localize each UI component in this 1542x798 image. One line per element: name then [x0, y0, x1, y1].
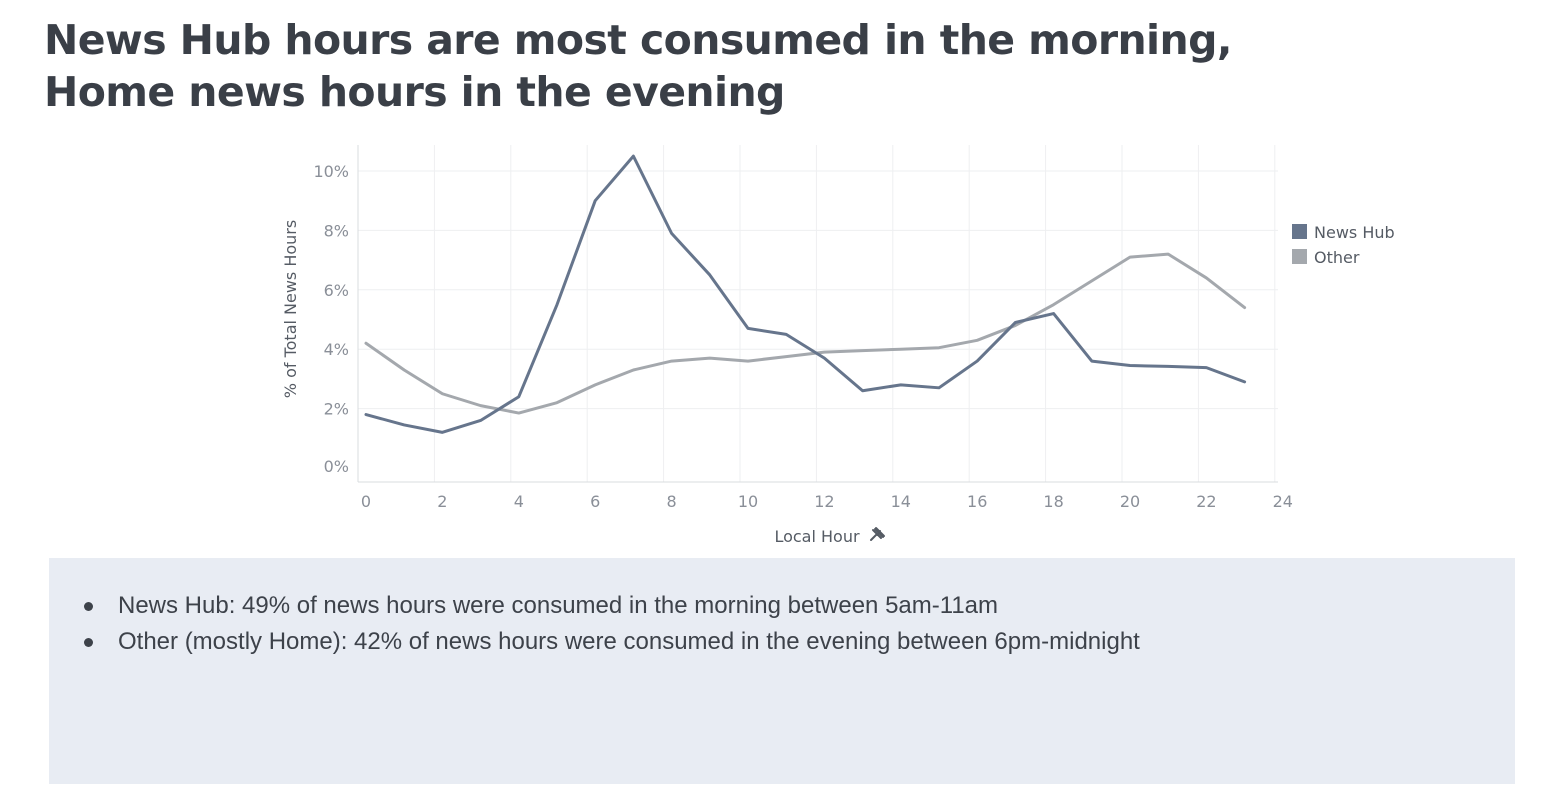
x-tick-label: 12: [814, 492, 834, 511]
grid: [357, 145, 1278, 482]
x-tick-label: 8: [667, 492, 677, 511]
note-text: Other (mostly Home): 42% of news hours w…: [118, 628, 1140, 655]
y-axis-title: % of Total News Hours: [281, 220, 300, 398]
headline-line-1: News Hub hours are most consumed in the …: [44, 16, 1232, 64]
headline-line-2: Home news hours in the evening: [44, 68, 785, 116]
note-text: News Hub: 49% of news hours were consume…: [118, 592, 999, 619]
legend-label-other[interactable]: Other: [1314, 248, 1360, 267]
x-tick-label: 6: [590, 492, 600, 511]
x-tick-label: 16: [967, 492, 987, 511]
notes-panel: News Hub: 49% of news hours were consume…: [49, 558, 1515, 784]
headline: News Hub hours are most consumed in the …: [44, 14, 1232, 118]
x-tick-label: 14: [891, 492, 911, 511]
x-tick-label: 4: [514, 492, 524, 511]
note-item: Other (mostly Home): 42% of news hours w…: [49, 624, 1140, 660]
bullet-icon: [84, 602, 93, 611]
x-tick-label: 2: [437, 492, 447, 511]
x-axis-title: Local Hour: [774, 527, 860, 546]
bullet-icon: [84, 638, 93, 647]
pin-icon[interactable]: [870, 527, 885, 541]
series-line-news-hub: [364, 154, 1247, 434]
y-tick-label: 8%: [324, 221, 349, 240]
x-tick-label: 10: [738, 492, 758, 511]
note-item: News Hub: 49% of news hours were consume…: [49, 588, 1140, 624]
legend-label-news-hub[interactable]: News Hub: [1314, 223, 1395, 242]
legend-swatch-news-hub[interactable]: [1292, 224, 1307, 239]
series-line-other: [364, 252, 1247, 415]
y-tick-label: 4%: [324, 340, 349, 359]
legend-swatch-other[interactable]: [1292, 249, 1307, 264]
axes: 0%2%4%6%8%10%0 2 4 6 8 10 12 14 16 18 20 22 24: [313, 145, 1293, 511]
x-tick-label: 18: [1043, 492, 1063, 511]
series: [364, 154, 1247, 434]
y-tick-label: 0%: [324, 457, 349, 476]
y-tick-label: 6%: [324, 281, 349, 300]
legend[interactable]: News Hub Other: [1292, 223, 1395, 267]
notes-list: News Hub: 49% of news hours were consume…: [49, 588, 1140, 660]
x-tick-label: 24: [1273, 492, 1293, 511]
x-tick-label: 0: [361, 492, 371, 511]
y-tick-label: 2%: [324, 400, 349, 419]
x-tick-label: 22: [1196, 492, 1216, 511]
line-chart: 0%2%4%6%8%10%0 2 4 6 8 10 12 14 16 18 20 22 24 News …: [281, 145, 1395, 546]
y-tick-label: 10%: [313, 162, 349, 181]
x-tick-label: 20: [1120, 492, 1140, 511]
